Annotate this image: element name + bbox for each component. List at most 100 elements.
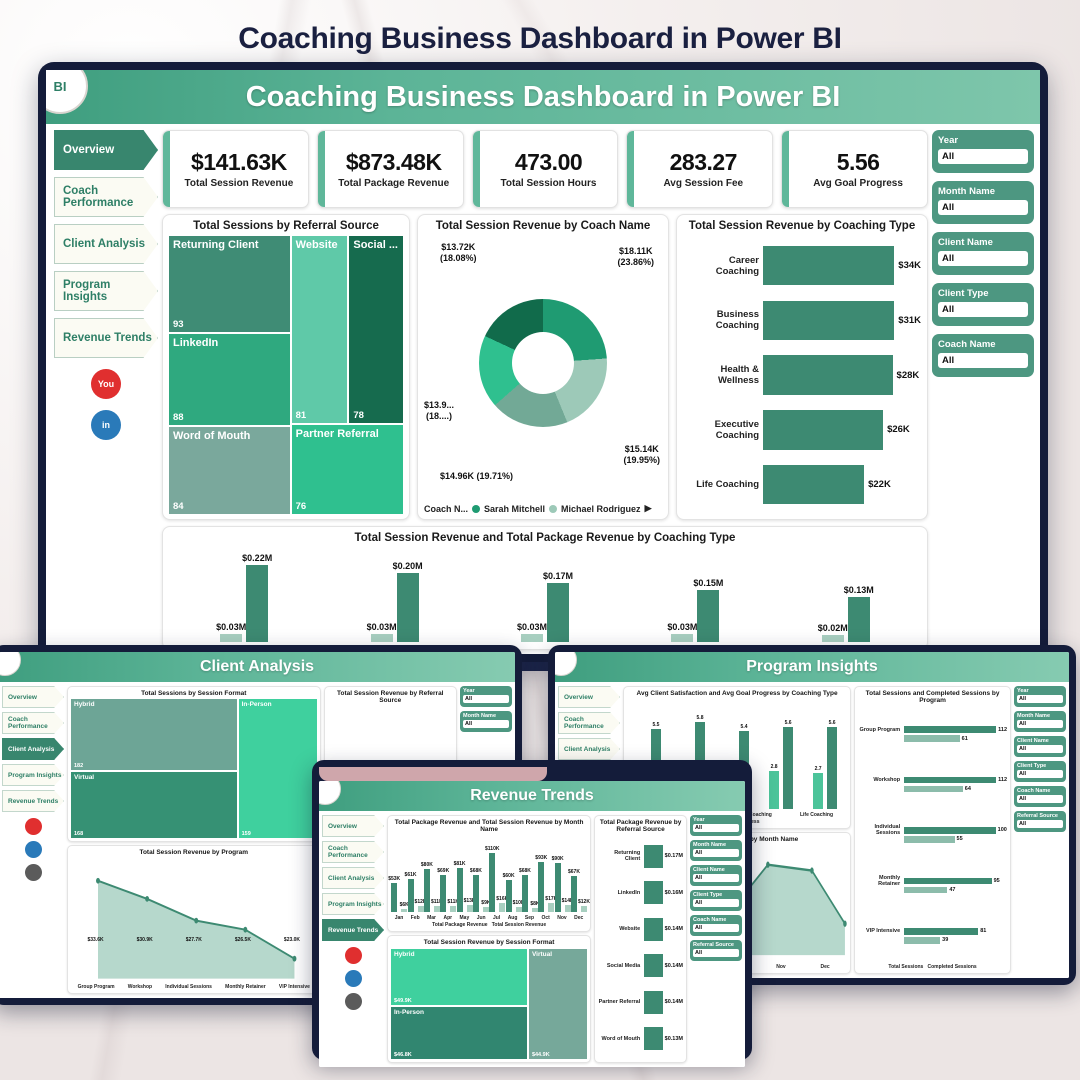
treemap-cell[interactable]: Website 81 — [291, 236, 348, 423]
donut-ring[interactable] — [479, 299, 607, 428]
column-group[interactable]: $110K $16K — [485, 836, 508, 913]
kpi-card-total-session-revenue[interactable]: $141.63K Total Session Revenue — [162, 130, 309, 208]
filter-coach-name[interactable]: Coach Name All — [690, 915, 742, 936]
filter-client-name[interactable]: Client Name All — [1014, 736, 1066, 757]
bar-group[interactable]: Individual Sessions 100 55 — [858, 810, 1007, 860]
filter-year[interactable]: Year All — [690, 815, 742, 836]
filter-value[interactable]: All — [938, 302, 1028, 317]
filter-value[interactable]: All — [938, 200, 1028, 215]
bar-row[interactable]: LinkedIn $0.16M — [598, 874, 683, 911]
youtube-icon[interactable] — [24, 818, 42, 835]
filter-month-name[interactable]: Month Name All — [460, 711, 512, 732]
filter-month-name[interactable]: Month Name All — [690, 840, 742, 861]
kpi-card-total-package-revenue[interactable]: $873.48K Total Package Revenue — [316, 130, 464, 208]
bar-row[interactable]: Executive Coaching $26K — [683, 402, 921, 457]
treemap-cell[interactable]: Social ... 78 — [349, 236, 403, 423]
bar-row[interactable]: Health & Wellness $28K — [683, 348, 921, 403]
filter-value[interactable]: All — [938, 149, 1028, 164]
chart-card-session-revenue-by-program[interactable]: Total Session Revenue by Program $33.6K — [67, 845, 321, 994]
bar-row[interactable]: Life Coaching $22K — [683, 457, 921, 512]
bar-row[interactable]: Partner Referral $0.14M — [598, 984, 683, 1021]
treemap-cell[interactable]: Hybrid 182 — [71, 699, 237, 771]
filter-year[interactable]: Year All — [1014, 686, 1066, 707]
bar-row[interactable]: Website $0.14M — [598, 911, 683, 948]
sidebar-item-revenue-trends[interactable]: Revenue Trends — [322, 919, 384, 941]
chart-card-revenue-by-coach[interactable]: Total Session Revenue by Coach Name $18.… — [417, 214, 669, 520]
filter-referral-source[interactable]: Referral Source All — [1014, 811, 1066, 832]
chart-card-session-package-revenue-by-type[interactable]: Total Session Revenue and Total Package … — [162, 526, 928, 650]
filter-value[interactable]: All — [938, 251, 1028, 266]
column-group[interactable]: $53K $6K — [388, 836, 409, 913]
column-group[interactable]: $81K $13K — [454, 836, 476, 913]
kpi-card-total-session-hours[interactable]: 473.00 Total Session Hours — [471, 130, 619, 208]
bar-row[interactable]: Business Coaching $31K — [683, 293, 921, 348]
treemap-cell[interactable]: Hybrid $49.9K — [391, 948, 527, 1005]
column-group[interactable]: $0.03M $0.17M — [517, 548, 573, 642]
sidebar-item-client-analysis[interactable]: Client Analysis — [322, 867, 384, 889]
chart-card-session-revenue-by-format-rt[interactable]: Total Session Revenue by Session Format … — [387, 935, 592, 1063]
column-group[interactable]: $60K $10K — [503, 836, 525, 913]
kpi-card-avg-session-fee[interactable]: 283.27 Avg Session Fee — [626, 130, 774, 208]
treemap-cell[interactable]: Word of Mouth 84 — [169, 427, 290, 514]
filter-month-name[interactable]: Month Name All — [932, 181, 1034, 224]
filter-client-type[interactable]: Client Type All — [690, 890, 742, 911]
sidebar-item-revenue-trends[interactable]: Revenue Trends — [54, 318, 158, 358]
sidebar-item-overview[interactable]: Overview — [558, 686, 620, 708]
sidebar-item-coach-performance[interactable]: Coach Performance — [54, 177, 158, 217]
sidebar-item-overview[interactable]: Overview — [2, 686, 64, 708]
treemap-cell[interactable]: Virtual 168 — [71, 772, 237, 839]
linkedin-icon[interactable]: in — [91, 410, 121, 440]
linkedin-icon[interactable] — [24, 841, 42, 858]
filter-value[interactable]: All — [693, 849, 739, 857]
treemap-cell[interactable]: In-Person $46.8K — [391, 1006, 527, 1059]
column-group[interactable]: 2.8 5.6 — [769, 699, 794, 809]
filter-value[interactable]: All — [1017, 745, 1063, 753]
sidebar-item-coach-performance[interactable]: Coach Performance — [322, 841, 384, 863]
treemap-cell[interactable]: Partner Referral 76 — [291, 424, 403, 514]
sidebar-item-program-insights[interactable]: Program Insights — [322, 893, 384, 915]
legend-item[interactable]: Total Package Revenue — [432, 922, 488, 929]
column-group[interactable]: $67K $12K — [568, 836, 590, 913]
bar-group[interactable]: Group Program 112 61 — [858, 709, 1007, 759]
bar-row[interactable]: Returning Client $0.17M — [598, 838, 683, 875]
website-icon[interactable] — [344, 993, 362, 1010]
chart-card-package-session-revenue-by-month[interactable]: Total Package Revenue and Total Session … — [387, 815, 592, 933]
legend-item[interactable]: Total Sessions — [888, 964, 924, 970]
column-group[interactable]: $68K $8K — [519, 836, 540, 913]
sidebar-item-program-insights[interactable]: Program Insights — [2, 764, 64, 786]
chart-card-revenue-by-coaching-type[interactable]: Total Session Revenue by Coaching Type C… — [676, 214, 928, 520]
column-group[interactable]: $68K $9K — [470, 836, 490, 913]
sidebar-item-client-analysis[interactable]: Client Analysis — [558, 738, 620, 760]
bar-row[interactable]: Word of Mouth $0.13M — [598, 1021, 683, 1058]
filter-client-type[interactable]: Client Type All — [932, 283, 1034, 326]
filter-year[interactable]: Year All — [460, 686, 512, 707]
bar-group[interactable]: VIP Intensive 81 39 — [858, 911, 1007, 961]
treemap-cell[interactable]: In-Person 159 — [238, 699, 317, 839]
treemap-cell[interactable]: Virtual $44.9K — [528, 948, 588, 1059]
column-group[interactable]: $0.03M $0.15M — [667, 548, 723, 642]
column-group[interactable]: $90K $14K — [552, 836, 574, 913]
linkedin-icon[interactable] — [344, 970, 362, 987]
bar-group[interactable]: Monthly Retainer 95 47 — [858, 860, 1007, 910]
filter-value[interactable]: All — [1017, 695, 1063, 703]
youtube-icon[interactable] — [344, 947, 362, 964]
filter-coach-name[interactable]: Coach Name All — [932, 334, 1034, 377]
sidebar-item-client-analysis[interactable]: Client Analysis — [54, 224, 158, 264]
filter-value[interactable]: All — [693, 824, 739, 832]
legend-item[interactable]: Michael Rodriguez — [561, 503, 641, 514]
filter-value[interactable]: All — [1017, 720, 1063, 728]
legend-item[interactable]: Total Session Revenue — [491, 922, 547, 929]
column-group[interactable]: $93K $17K — [535, 836, 557, 913]
sidebar-item-revenue-trends[interactable]: Revenue Trends — [2, 790, 64, 812]
legend-item[interactable]: Completed Sessions — [927, 964, 977, 970]
bar-group[interactable]: Workshop 112 64 — [858, 759, 1007, 809]
chart-card-sessions-by-referral-source[interactable]: Total Sessions by Referral Source Return… — [162, 214, 410, 520]
bar-row[interactable]: Social Media $0.14M — [598, 947, 683, 984]
sidebar-item-coach-performance[interactable]: Coach Performance — [558, 712, 620, 734]
column-group[interactable]: $0.02M $0.13M — [818, 548, 874, 642]
filter-value[interactable]: All — [463, 695, 509, 703]
filter-referral-source[interactable]: Referral Source All — [690, 940, 742, 961]
filter-value[interactable]: All — [693, 874, 739, 882]
legend-item[interactable]: Sarah Mitchell — [484, 503, 546, 514]
sidebar-item-overview[interactable]: Overview — [54, 130, 158, 170]
